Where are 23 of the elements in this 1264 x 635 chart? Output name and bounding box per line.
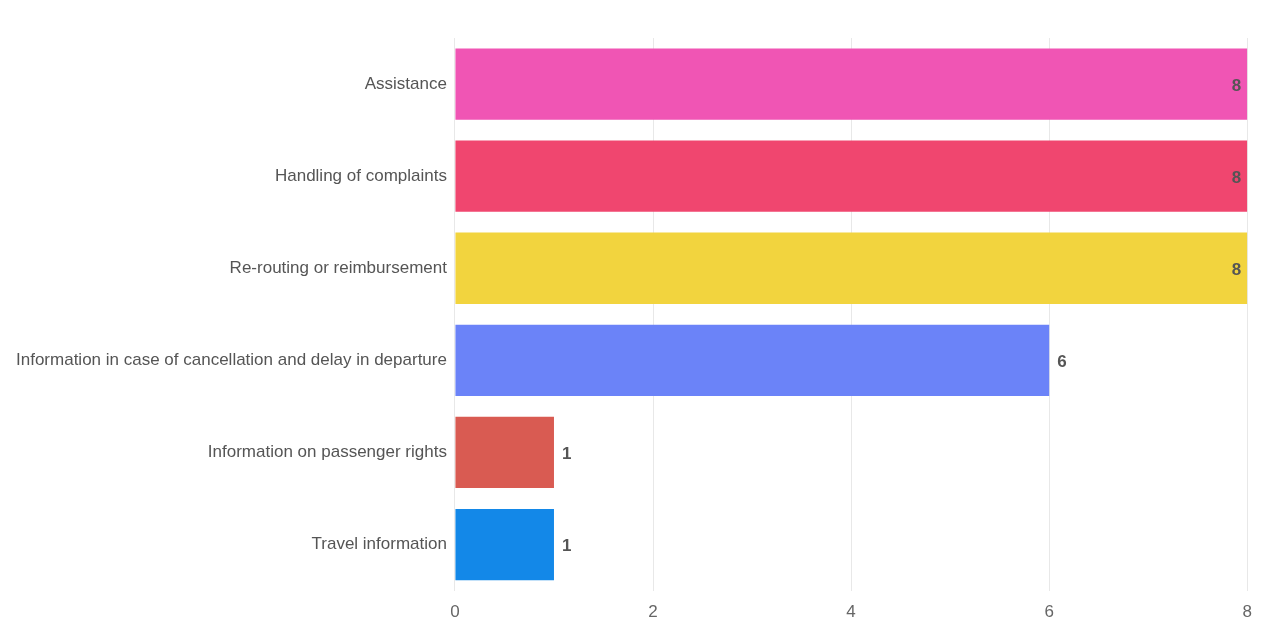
data-label: 6 — [1057, 352, 1067, 372]
x-tick-label: 8 — [1242, 602, 1253, 622]
x-tick-label: 0 — [450, 602, 460, 622]
bar — [455, 48, 1248, 120]
data-label: 8 — [1231, 75, 1242, 95]
bar — [455, 508, 554, 581]
data-label: 8 — [1231, 167, 1242, 187]
bar — [455, 140, 1248, 212]
y-tick-label: Assistance — [364, 73, 447, 93]
x-tick-label: 6 — [1044, 602, 1054, 622]
x-tick-label: 4 — [846, 602, 856, 622]
data-label: 1 — [561, 444, 572, 464]
y-tick-label: Information in case of cancellation and delay in departure — [16, 350, 447, 370]
x-tick-label: 2 — [648, 602, 658, 622]
bar — [455, 232, 1248, 304]
bar — [455, 324, 1050, 397]
y-tick-label: Handling of complaints — [274, 165, 447, 185]
y-tick-label: Travel information — [311, 534, 447, 554]
y-tick-label: Information on passenger rights — [207, 442, 447, 462]
y-tick-label: Re-routing or reimbursement — [229, 257, 448, 277]
bar — [455, 416, 554, 489]
data-label: 1 — [561, 536, 572, 556]
data-label: 8 — [1231, 259, 1242, 279]
